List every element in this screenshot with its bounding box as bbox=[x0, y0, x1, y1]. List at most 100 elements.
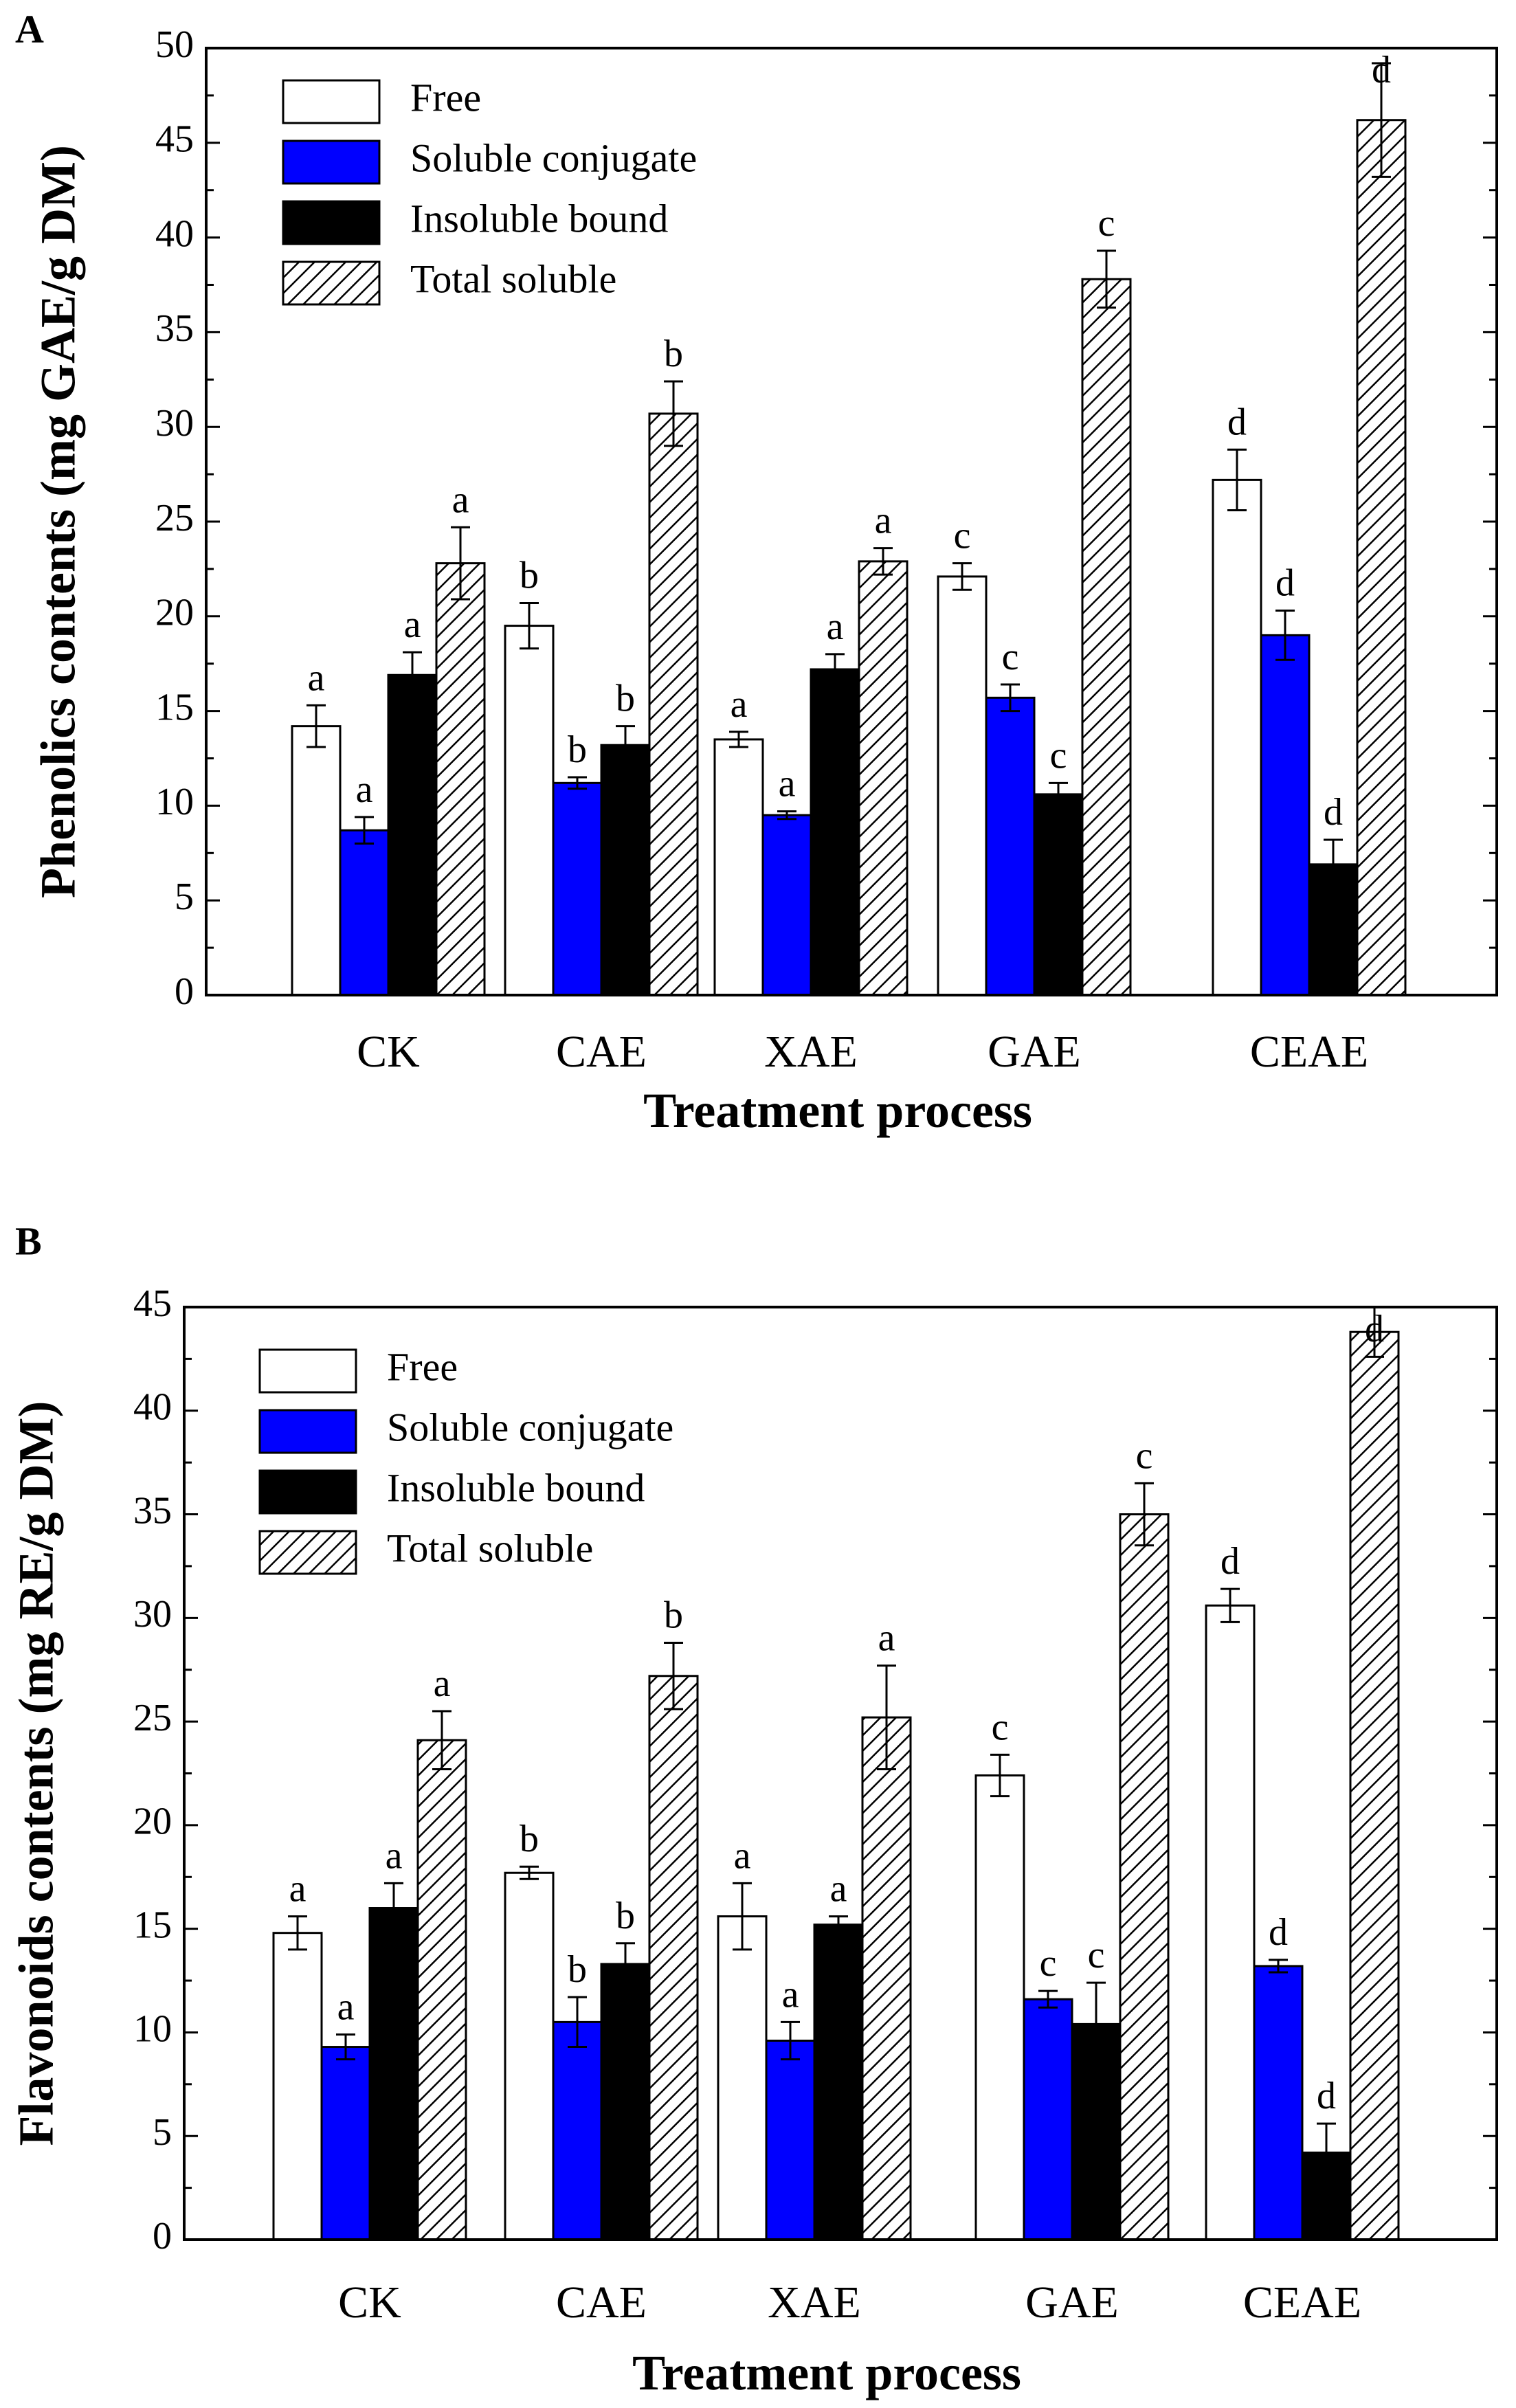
panel-a-legend-swatch-insoluble-bound bbox=[282, 200, 381, 245]
panel-b-significance-label: a bbox=[878, 1617, 895, 1660]
panel-b-legend-label-soluble-conjugate: Soluble conjugate bbox=[387, 1405, 673, 1449]
panel-b-significance-label: a bbox=[830, 1868, 847, 1910]
panel-a-bar-total-soluble-gae bbox=[1081, 278, 1132, 996]
panel-b-significance-label: d bbox=[1220, 1540, 1240, 1583]
panel-b-bar-soluble-conjugate-xae bbox=[765, 2040, 816, 2241]
panel-b-bar-insoluble-bound-xae bbox=[813, 1924, 864, 2241]
panel-a-significance-label: b bbox=[568, 728, 587, 771]
panel-a-significance-label: d bbox=[1227, 401, 1247, 443]
panel-a-legend-label-total-soluble: Total soluble bbox=[410, 256, 616, 301]
panel-a-ytick-label: 45 bbox=[155, 118, 194, 161]
panel-a-significance-label: c bbox=[1002, 636, 1019, 678]
panel-b-significance-label: b bbox=[664, 1594, 683, 1637]
panel-b-significance-label: a bbox=[289, 1868, 306, 1910]
panel-a-legend-label-insoluble-bound: Insoluble bound bbox=[410, 196, 668, 241]
panel-b-legend-swatch-total-soluble bbox=[258, 1530, 357, 1575]
panel-a-ytick-label: 35 bbox=[155, 307, 194, 350]
panel-b-bar-soluble-conjugate-cae bbox=[552, 2020, 603, 2241]
panel-b-significance-label: c bbox=[992, 1706, 1009, 1748]
panel-a-bar-total-soluble-xae bbox=[858, 560, 909, 996]
panel-b-ytick-label: 15 bbox=[133, 1904, 172, 1947]
panel-b-ytick-label: 0 bbox=[153, 2215, 172, 2258]
panel-a-significance-label: a bbox=[875, 500, 892, 542]
panel-a-ytick-label: 30 bbox=[155, 402, 194, 445]
panel-a-legend-swatch-total-soluble bbox=[282, 260, 381, 306]
panel-a-significance-label: b bbox=[664, 333, 683, 375]
panel-b-ytick-label: 25 bbox=[133, 1697, 172, 1739]
panel-a-category-label: CAE bbox=[556, 1027, 647, 1077]
panel-a-bar-free-ck bbox=[291, 725, 342, 996]
panel-b-ytick-label: 30 bbox=[133, 1593, 172, 1636]
panel-a-legend-swatch-free bbox=[282, 79, 381, 124]
panel-b-legend-swatch-free bbox=[258, 1348, 357, 1394]
panel-b-significance-label: b bbox=[616, 1895, 635, 1937]
panel-b-bar-soluble-conjugate-gae bbox=[1023, 1998, 1073, 2241]
panel-b-bar-total-soluble-xae bbox=[861, 1716, 912, 2241]
panel-a-bar-insoluble-bound-gae bbox=[1033, 793, 1084, 996]
panel-b-significance-label: a bbox=[782, 1973, 799, 2016]
panel-a-bar-total-soluble-cae bbox=[648, 412, 699, 996]
panel-a-legend-label-soluble-conjugate: Soluble conjugate bbox=[410, 135, 697, 180]
panel-a-significance-label: b bbox=[616, 678, 635, 720]
panel-b-significance-label: c bbox=[1088, 1934, 1105, 1976]
panel-b-category-label: CK bbox=[338, 2277, 401, 2328]
panel-b-bar-total-soluble-ck bbox=[416, 1739, 467, 2241]
panel-a-ytick-label: 50 bbox=[155, 23, 194, 66]
panel-a-bar-insoluble-bound-xae bbox=[810, 668, 860, 996]
panel-b-bar-soluble-conjugate-ck bbox=[320, 2046, 371, 2241]
panel-a-significance-label: c bbox=[1098, 202, 1115, 245]
panel-a-significance-label: a bbox=[731, 683, 748, 726]
panel-a-significance-label: b bbox=[520, 555, 539, 597]
panel-b-category-label: XAE bbox=[768, 2277, 861, 2328]
panel-b-bar-free-xae bbox=[717, 1915, 768, 2241]
panel-a-significance-label: a bbox=[827, 605, 844, 648]
panel-a-category-label: GAE bbox=[988, 1027, 1081, 1077]
panel-b-bar-soluble-conjugate-ceae bbox=[1253, 1965, 1304, 2241]
panel-a-letter: A bbox=[15, 6, 44, 51]
panel-a-category-label: CEAE bbox=[1250, 1027, 1368, 1077]
panel-a-bar-soluble-conjugate-cae bbox=[552, 781, 603, 996]
panel-a-bar-free-gae bbox=[937, 575, 988, 996]
panel-b-legend-swatch-soluble-conjugate bbox=[258, 1409, 357, 1454]
panel-b-legend-label-insoluble-bound: Insoluble bound bbox=[387, 1465, 645, 1510]
panel-a-bar-free-xae bbox=[713, 738, 764, 996]
panel-b-significance-label: a bbox=[434, 1662, 451, 1705]
panel-b: B051015202530354045aaaaCKbbbbCAEaaaaXAEc… bbox=[9, 1218, 1498, 2400]
panel-a-significance-label: a bbox=[452, 478, 469, 521]
panel-b-bar-free-gae bbox=[974, 1774, 1025, 2241]
panel-b-ytick-label: 35 bbox=[133, 1489, 172, 1532]
panel-b-significance-label: d bbox=[1317, 2075, 1336, 2117]
panel-b-bar-total-soluble-gae bbox=[1119, 1513, 1170, 2241]
panel-b-bar-insoluble-bound-cae bbox=[600, 1963, 651, 2241]
panel-b-category-label: GAE bbox=[1025, 2277, 1119, 2328]
panel-a-category-label: CK bbox=[357, 1027, 420, 1077]
panel-a-ytick-label: 20 bbox=[155, 592, 194, 634]
panel-b-significance-label: d bbox=[1365, 1308, 1384, 1350]
panel-a-bar-soluble-conjugate-ceae bbox=[1260, 634, 1311, 996]
panel-b-bar-free-ceae bbox=[1205, 1604, 1256, 2241]
panel-a-significance-label: a bbox=[308, 656, 325, 699]
panel-b-ytick-label: 45 bbox=[133, 1282, 172, 1325]
panel-b-bar-free-ck bbox=[272, 1932, 323, 2241]
panel-a-significance-label: a bbox=[779, 763, 796, 805]
panel-b-significance-label: d bbox=[1269, 1911, 1288, 1954]
panel-a-bar-total-soluble-ck bbox=[435, 562, 486, 996]
panel-a-ytick-label: 15 bbox=[155, 686, 194, 728]
panel-b-significance-label: a bbox=[734, 1834, 751, 1877]
panel-a-significance-label: c bbox=[1050, 734, 1067, 777]
panel-a-bar-free-ceae bbox=[1212, 478, 1262, 996]
panel-a-plot-frame bbox=[205, 47, 1498, 996]
panel-b-legend-swatch-insoluble-bound bbox=[258, 1469, 357, 1515]
panel-a-y-axis-title: Phenolics contents (mg GAE/g DM) bbox=[31, 145, 86, 898]
panel-a-legend-label-free: Free bbox=[410, 75, 481, 120]
panel-b-category-label: CAE bbox=[556, 2277, 647, 2328]
panel-b-significance-label: a bbox=[337, 1985, 355, 2028]
panel-b-ytick-label: 20 bbox=[133, 1801, 172, 1843]
panel-b-significance-label: b bbox=[568, 1948, 587, 1991]
panel-b-legend-label-free: Free bbox=[387, 1344, 458, 1389]
panel-a-significance-label: c bbox=[954, 515, 971, 557]
panel-b-ytick-label: 10 bbox=[133, 2007, 172, 2050]
panel-a-bar-total-soluble-ceae bbox=[1356, 119, 1407, 996]
